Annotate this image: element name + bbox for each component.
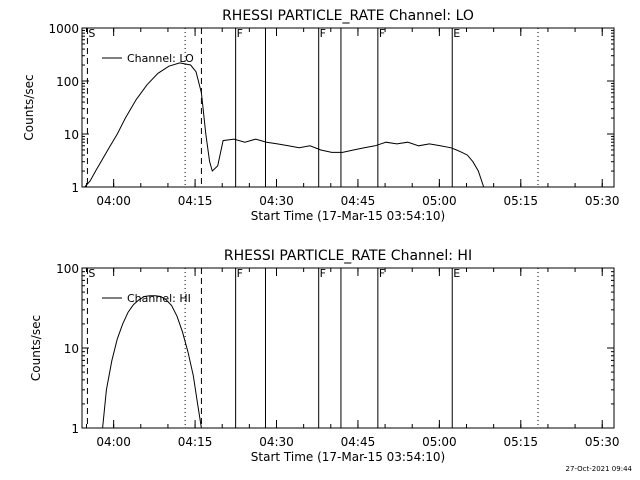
x-tick-label-1: 05:30 [585,435,620,449]
y-tick-label-0: 1 [71,181,79,195]
series-line-0-0 [84,62,560,188]
x-tick-label-0: 04:00 [96,194,131,208]
footer-stamp: 27-Oct-2021 09:44 [565,465,632,473]
event-marker-label-0: S [88,27,95,40]
x-axis-label-0: Start Time (17-Mar-15 03:54:10) [251,209,445,223]
y-axis-label-1: Counts/sec [29,315,43,381]
x-tick-label-1: 05:15 [503,435,538,449]
y-tick-label-0: 100 [56,75,79,89]
x-tick-label-0: 05:00 [422,194,457,208]
x-tick-label-0: 04:45 [341,194,376,208]
event-marker-label-1: F [379,267,385,280]
y-axis-label-0: Counts/sec [22,74,36,140]
y-tick-label-0: 10 [64,128,79,142]
x-tick-label-1: 04:15 [178,435,213,449]
x-tick-label-0: 04:30 [259,194,294,208]
event-marker-label-0: F [320,27,326,40]
x-tick-label-0: 04:15 [178,194,213,208]
event-marker-label-1: E [453,267,460,280]
y-tick-label-0: 1000 [48,22,79,36]
legend-label-0: Channel: LO [127,52,194,65]
x-tick-label-1: 04:45 [341,435,376,449]
series-line-1-0 [102,295,202,429]
event-marker-label-1: F [237,267,243,280]
event-marker-label-0: F [237,27,243,40]
event-marker-label-1: S [88,267,95,280]
x-tick-label-0: 05:15 [503,194,538,208]
y-tick-label-1: 10 [64,342,79,356]
event-marker-label-0: F [379,27,385,40]
event-marker-label-1: F [320,267,326,280]
plot-frame-0 [81,27,615,188]
y-tick-label-1: 1 [71,422,79,436]
x-axis-label-1: Start Time (17-Mar-15 03:54:10) [251,450,445,464]
x-tick-label-1: 04:30 [259,435,294,449]
chart-title-0: RHESSI PARTICLE_RATE Channel: LO [222,8,474,24]
x-tick-label-1: 04:00 [96,435,131,449]
x-tick-label-0: 05:30 [585,194,620,208]
y-tick-label-1: 100 [56,262,79,276]
chart-title-1: RHESSI PARTICLE_RATE Channel: HI [224,248,472,264]
x-tick-label-1: 05:00 [422,435,457,449]
event-marker-label-0: E [453,27,460,40]
legend-label-1: Channel: HI [127,292,191,305]
